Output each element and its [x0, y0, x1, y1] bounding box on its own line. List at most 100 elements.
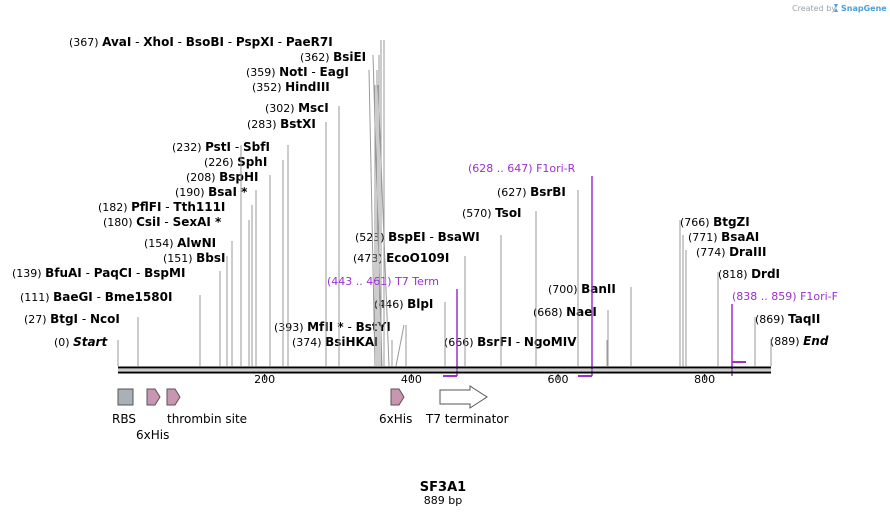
- t7-terminator-feature[interactable]: [439, 385, 488, 409]
- enzyme-name-xhoi[interactable]: XhoI: [143, 35, 174, 49]
- site-label-bbsi[interactable]: (151) BbsI: [163, 251, 225, 265]
- enzyme-name-bsiei[interactable]: BsiEI: [333, 50, 366, 64]
- enzyme-name-bsai[interactable]: BsaI *: [208, 185, 248, 199]
- feature-track: RBS 6xHis thrombin site 6xHis T7 termina…: [112, 385, 509, 442]
- site-label-taqii[interactable]: (869) TaqII: [755, 312, 820, 326]
- enzyme-name-ncoi[interactable]: NcoI: [90, 312, 120, 326]
- enzyme-name-bfuai[interactable]: BfuAI: [45, 266, 82, 280]
- enzyme-name-btgi[interactable]: BtgI: [50, 312, 78, 326]
- enzyme-name-avai[interactable]: AvaI: [102, 35, 131, 49]
- site-label-ecoo109i[interactable]: (473) EcoO109I: [353, 251, 449, 265]
- 6xhis-feature[interactable]: [146, 388, 161, 406]
- enzyme-name-bsawi[interactable]: BsaWI: [438, 230, 480, 244]
- enzyme-name-naei[interactable]: NaeI: [566, 305, 597, 319]
- site-label-hindiii[interactable]: (352) HindIII: [252, 80, 330, 94]
- site-label-naei[interactable]: (668) NaeI: [533, 305, 597, 319]
- enzyme-name-pspxi[interactable]: PspXI: [236, 35, 274, 49]
- site-label-noti[interactable]: (359) NotI - EagI: [246, 65, 349, 79]
- site-label-text: (774) DraIII: [696, 245, 766, 259]
- enzyme-name-msci[interactable]: MscI: [298, 101, 329, 115]
- enzyme-name-alwni[interactable]: AlwNI: [177, 236, 216, 250]
- site-label-draiii[interactable]: (774) DraIII: [696, 245, 766, 259]
- site-label-pflfi[interactable]: (182) PflFI - Tth111I: [98, 200, 225, 214]
- enzyme-name-btgzi[interactable]: BtgZI: [713, 215, 750, 229]
- site-label-msci[interactable]: (302) MscI: [265, 101, 329, 115]
- enzyme-name-bsphi[interactable]: BspHI: [219, 170, 258, 184]
- site-label-btgzi[interactable]: (766) BtgZI: [680, 215, 750, 229]
- 6xhis-feature-2[interactable]: [390, 388, 405, 406]
- site-label-start[interactable]: (0) Start: [54, 335, 108, 349]
- site-label-bsrbi[interactable]: (627) BsrBI: [497, 185, 566, 199]
- enzyme-name-drdi[interactable]: DrdI: [751, 267, 780, 281]
- enzyme-name-bspmi[interactable]: BspMI: [144, 266, 185, 280]
- enzyme-name-bme1580i[interactable]: Bme1580I: [105, 290, 173, 304]
- site-label-sphi[interactable]: (226) SphI: [204, 155, 267, 169]
- site-label-btgi[interactable]: (27) BtgI - NcoI: [24, 312, 120, 326]
- site-position: (151): [163, 252, 196, 265]
- enzyme-name-bsihkai[interactable]: BsiHKAI: [325, 335, 379, 349]
- enzyme-name-end[interactable]: End: [803, 334, 829, 348]
- site-label-bsaai[interactable]: (771) BsaAI: [688, 230, 759, 244]
- enzyme-name-paqci[interactable]: PaqCI: [94, 266, 132, 280]
- site-position: (889): [770, 335, 803, 348]
- site-label-alwni[interactable]: (154) AlwNI: [144, 236, 216, 250]
- primer-f1ori-r[interactable]: (628 .. 647) F1ori-R: [468, 162, 593, 377]
- enzyme-name-tth111i[interactable]: Tth111I: [173, 200, 225, 214]
- site-label-psti[interactable]: (232) PstI - SbfI: [172, 140, 270, 154]
- enzyme-name-psti[interactable]: PstI: [205, 140, 231, 154]
- site-label-blpi[interactable]: (446) BlpI: [374, 297, 433, 311]
- enzyme-name-bstyi[interactable]: BstYI: [356, 320, 391, 334]
- enzyme-name-bsobi[interactable]: BsoBI: [186, 35, 224, 49]
- site-label-text: (0) Start: [54, 335, 108, 349]
- enzyme-name-bsrbi[interactable]: BsrBI: [530, 185, 566, 199]
- enzyme-name-start[interactable]: Start: [73, 335, 108, 349]
- enzyme-name-noti[interactable]: NotI: [279, 65, 308, 79]
- site-label-text: (627) BsrBI: [497, 185, 566, 199]
- rbs-feature[interactable]: [117, 388, 134, 406]
- enzyme-name-sphi[interactable]: SphI: [237, 155, 267, 169]
- enzyme-name-bstxi[interactable]: BstXI: [280, 117, 316, 131]
- site-label-bsphi[interactable]: (208) BspHI: [186, 170, 258, 184]
- enzyme-name-bspei[interactable]: BspEI: [388, 230, 426, 244]
- site-label-tsoi[interactable]: (570) TsoI: [462, 206, 522, 220]
- enzyme-name-sexai[interactable]: SexAI *: [173, 215, 222, 229]
- enzyme-name-csii[interactable]: CsiI: [136, 215, 161, 229]
- enzyme-name-tsoi[interactable]: TsoI: [495, 206, 521, 220]
- site-label-text: (352) HindIII: [252, 80, 330, 94]
- site-label-bsihkai[interactable]: (374) BsiHKAI: [292, 335, 379, 349]
- site-label-end[interactable]: (889) End: [770, 334, 829, 348]
- rbs-label: RBS: [112, 412, 136, 426]
- site-label-avai[interactable]: (367) AvaI - XhoI - BsoBI - PspXI - PaeR…: [69, 35, 333, 49]
- site-label-bstxi[interactable]: (283) BstXI: [247, 117, 316, 131]
- thrombin-site-feature[interactable]: [166, 388, 181, 406]
- enzyme-name-paer7i[interactable]: PaeR7I: [286, 35, 333, 49]
- site-position: (232): [172, 141, 205, 154]
- enzyme-name-eagi[interactable]: EagI: [320, 65, 349, 79]
- enzyme-name-blpi[interactable]: BlpI: [407, 297, 433, 311]
- site-label-text: (473) EcoO109I: [353, 251, 449, 265]
- enzyme-name-ngomiv[interactable]: NgoMIV: [524, 335, 577, 349]
- enzyme-name-baegi[interactable]: BaeGI: [53, 290, 93, 304]
- enzyme-name-sbfi[interactable]: SbfI: [243, 140, 270, 154]
- enzyme-name-draiii[interactable]: DraIII: [729, 245, 766, 259]
- site-label-bfuai[interactable]: (139) BfuAI - PaqCI - BspMI: [12, 266, 185, 280]
- enzyme-name-taqii[interactable]: TaqII: [788, 312, 820, 326]
- site-label-bspei[interactable]: (523) BspEI - BsaWI: [355, 230, 480, 244]
- enzyme-name-pflfi[interactable]: PflFI: [131, 200, 161, 214]
- enzyme-name-hindiii[interactable]: HindIII: [285, 80, 330, 94]
- site-label-mfii[interactable]: (393) MfII * - BstYI: [274, 320, 391, 334]
- enzyme-name-ecoo109i[interactable]: EcoO109I: [386, 251, 449, 265]
- site-label-bsiei[interactable]: (362) BsiEI: [300, 50, 366, 64]
- site-label-bsrfi[interactable]: (666) BsrFI - NgoMIV: [444, 335, 577, 349]
- enzyme-name-banii[interactable]: BanII: [581, 282, 616, 296]
- enzyme-name-bsaai[interactable]: BsaAI: [721, 230, 759, 244]
- site-label-bsai[interactable]: (190) BsaI *: [175, 185, 248, 199]
- primer-f1ori-f[interactable]: (838 .. 859) F1ori-F: [731, 290, 838, 376]
- site-label-drdi[interactable]: (818) DrdI: [718, 267, 780, 281]
- enzyme-name-bbsi[interactable]: BbsI: [196, 251, 225, 265]
- site-label-baegi[interactable]: (111) BaeGI - Bme1580I: [20, 290, 172, 304]
- enzyme-name-bsrfi[interactable]: BsrFI: [477, 335, 512, 349]
- site-label-banii[interactable]: (700) BanII: [548, 282, 616, 296]
- site-label-csii[interactable]: (180) CsiI - SexAI *: [103, 215, 222, 229]
- primer-t7-term[interactable]: (443 .. 461) T7 Term: [327, 275, 458, 377]
